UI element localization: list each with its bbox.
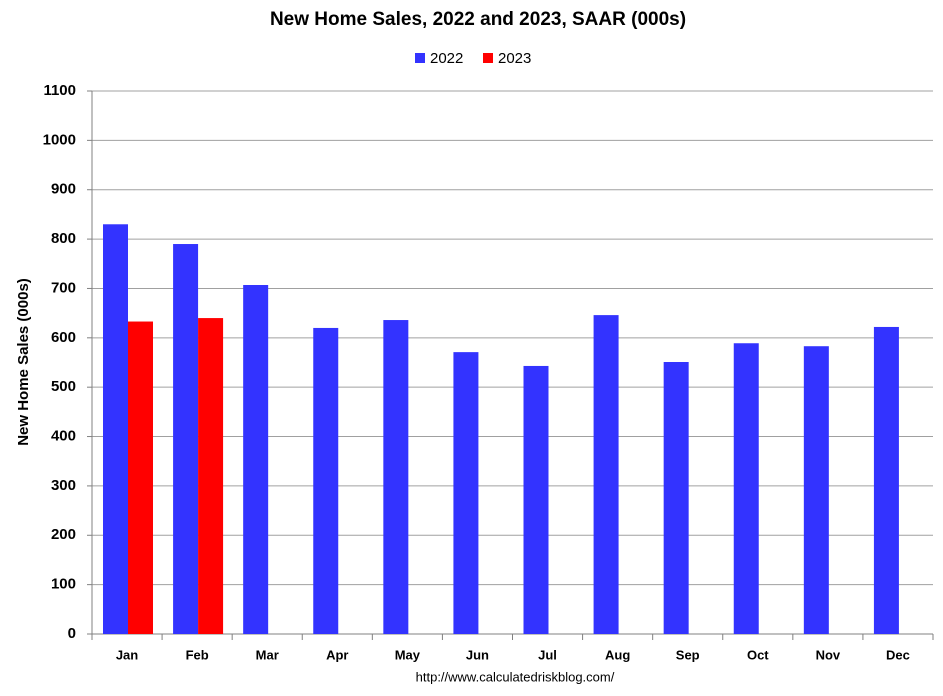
bar — [803, 346, 829, 634]
y-tick-label: 300 — [51, 477, 76, 494]
x-tick-label: Dec — [886, 647, 910, 662]
bar — [128, 321, 153, 634]
x-tick-label: May — [395, 647, 421, 662]
y-tick-label: 800 — [51, 230, 76, 247]
y-tick-label: 1000 — [43, 131, 76, 148]
bar — [313, 327, 339, 634]
y-tick-label: 700 — [51, 279, 76, 296]
source-note: http://www.calculatedriskblog.com/ — [416, 669, 615, 684]
legend-label: 2023 — [498, 50, 531, 67]
y-tick-label: 500 — [51, 378, 76, 395]
x-tick-label: Aug — [605, 647, 630, 662]
x-tick-label: Apr — [326, 647, 348, 662]
x-tick-label: Mar — [256, 647, 279, 662]
chart-title: New Home Sales, 2022 and 2023, SAAR (000… — [270, 9, 686, 30]
bar — [103, 224, 128, 635]
bar — [243, 284, 269, 634]
y-tick-label: 600 — [51, 329, 76, 346]
legend-swatch — [483, 53, 493, 63]
x-tick-label: Jan — [116, 647, 138, 662]
bar — [173, 244, 199, 634]
y-tick-label: 100 — [51, 576, 76, 593]
y-tick-label: 400 — [51, 428, 76, 445]
y-tick-label: 0 — [68, 625, 76, 642]
y-tick-label: 200 — [51, 526, 76, 543]
x-tick-label: Jun — [466, 647, 489, 662]
x-tick-label: Nov — [816, 647, 841, 662]
bar — [733, 343, 759, 634]
x-tick-label: Jul — [538, 647, 557, 662]
bar — [873, 326, 899, 634]
bar — [593, 315, 619, 634]
y-tick-label: 1100 — [43, 82, 76, 99]
bar — [523, 365, 549, 634]
legend-swatch — [415, 53, 425, 63]
legend-label: 2022 — [430, 50, 463, 67]
bar — [453, 352, 479, 634]
y-tick-label: 900 — [51, 181, 76, 198]
x-tick-label: Feb — [186, 647, 209, 662]
bar — [663, 362, 689, 634]
y-axis-label: New Home Sales (000s) — [15, 278, 32, 446]
x-tick-label: Oct — [747, 647, 769, 662]
bar — [198, 318, 224, 634]
x-tick-label: Sep — [676, 647, 700, 662]
bar — [383, 320, 409, 634]
